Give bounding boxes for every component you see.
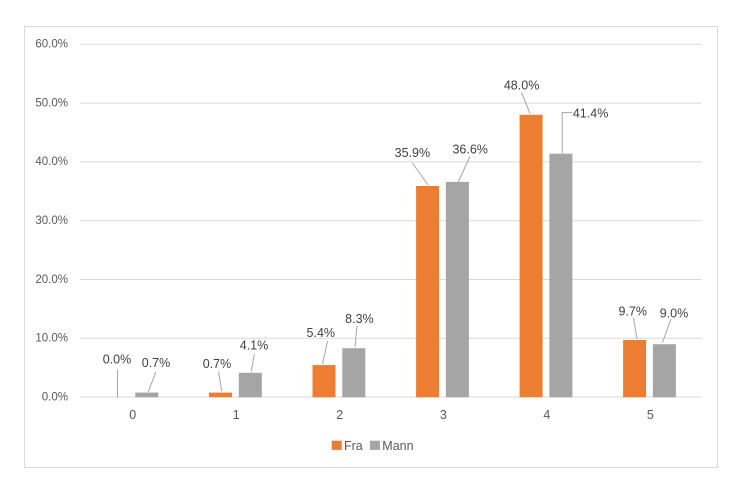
- svg-text:5: 5: [647, 408, 654, 422]
- svg-text:1: 1: [233, 408, 240, 422]
- svg-text:3: 3: [440, 408, 447, 422]
- svg-text:9.7%: 9.7%: [618, 305, 647, 319]
- svg-text:10.0%: 10.0%: [35, 333, 68, 345]
- svg-text:0: 0: [129, 408, 136, 422]
- svg-text:Mann: Mann: [382, 439, 413, 453]
- svg-text:36.6%: 36.6%: [452, 143, 487, 157]
- svg-text:20.0%: 20.0%: [35, 274, 68, 286]
- svg-text:2: 2: [336, 408, 343, 422]
- svg-text:30.0%: 30.0%: [35, 215, 68, 227]
- svg-text:48.0%: 48.0%: [504, 79, 539, 93]
- svg-text:9.0%: 9.0%: [660, 306, 689, 320]
- svg-text:8.3%: 8.3%: [345, 312, 374, 326]
- svg-text:35.9%: 35.9%: [395, 146, 430, 160]
- svg-text:4: 4: [543, 408, 550, 422]
- svg-text:4.1%: 4.1%: [240, 338, 269, 352]
- svg-text:50.0%: 50.0%: [35, 97, 68, 109]
- svg-text:0.7%: 0.7%: [203, 357, 232, 371]
- svg-text:40.0%: 40.0%: [35, 156, 68, 168]
- svg-text:0.0%: 0.0%: [103, 353, 132, 367]
- svg-text:41.4%: 41.4%: [573, 106, 608, 120]
- svg-text:60.0%: 60.0%: [35, 39, 68, 51]
- svg-text:5.4%: 5.4%: [307, 326, 336, 340]
- svg-text:0.7%: 0.7%: [142, 356, 171, 370]
- svg-text:Fra: Fra: [344, 439, 363, 453]
- svg-text:0.0%: 0.0%: [42, 391, 68, 403]
